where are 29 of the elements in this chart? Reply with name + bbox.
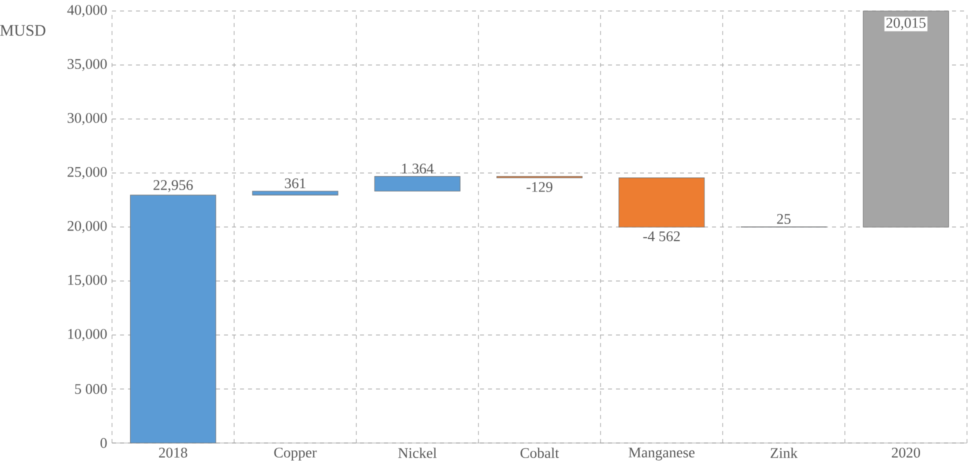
- y-tick-label: 40,000: [67, 4, 107, 17]
- y-tick-label: 10,000: [68, 328, 107, 341]
- data-label: -129: [526, 182, 552, 192]
- data-label: 1 364: [402, 164, 434, 174]
- y-axis-title: MUSD: [0, 25, 46, 36]
- bar: [374, 176, 460, 192]
- x-tick-label: Manganese: [628, 448, 695, 460]
- x-tick-label: Nickel: [398, 448, 437, 458]
- data-label: 25: [777, 214, 791, 224]
- x-tick-label: 2018: [159, 448, 188, 458]
- x-tick-label: Cobalt: [520, 448, 559, 458]
- data-label: 20,015: [886, 18, 926, 30]
- y-tick-label: 20,000: [68, 220, 107, 233]
- y-tick-label: 0: [100, 438, 107, 448]
- data-label: 22,956: [154, 180, 193, 192]
- bar: [862, 10, 949, 228]
- x-tick-label: Zink: [770, 448, 798, 458]
- bar: [252, 190, 338, 196]
- bar: [618, 178, 705, 228]
- y-tick-label: 30,000: [68, 112, 107, 125]
- data-label: -4 562: [643, 231, 680, 242]
- y-tick-label: 15,000: [68, 274, 107, 287]
- bar: [130, 194, 216, 444]
- x-tick-label: Copper: [274, 448, 317, 461]
- x-tick-label: 2020: [892, 448, 920, 458]
- y-tick-label: 25,000: [68, 166, 107, 179]
- y-tick-label: 35,000: [68, 58, 107, 71]
- data-label: 361: [284, 178, 306, 188]
- y-tick-label: 5 000: [75, 384, 107, 394]
